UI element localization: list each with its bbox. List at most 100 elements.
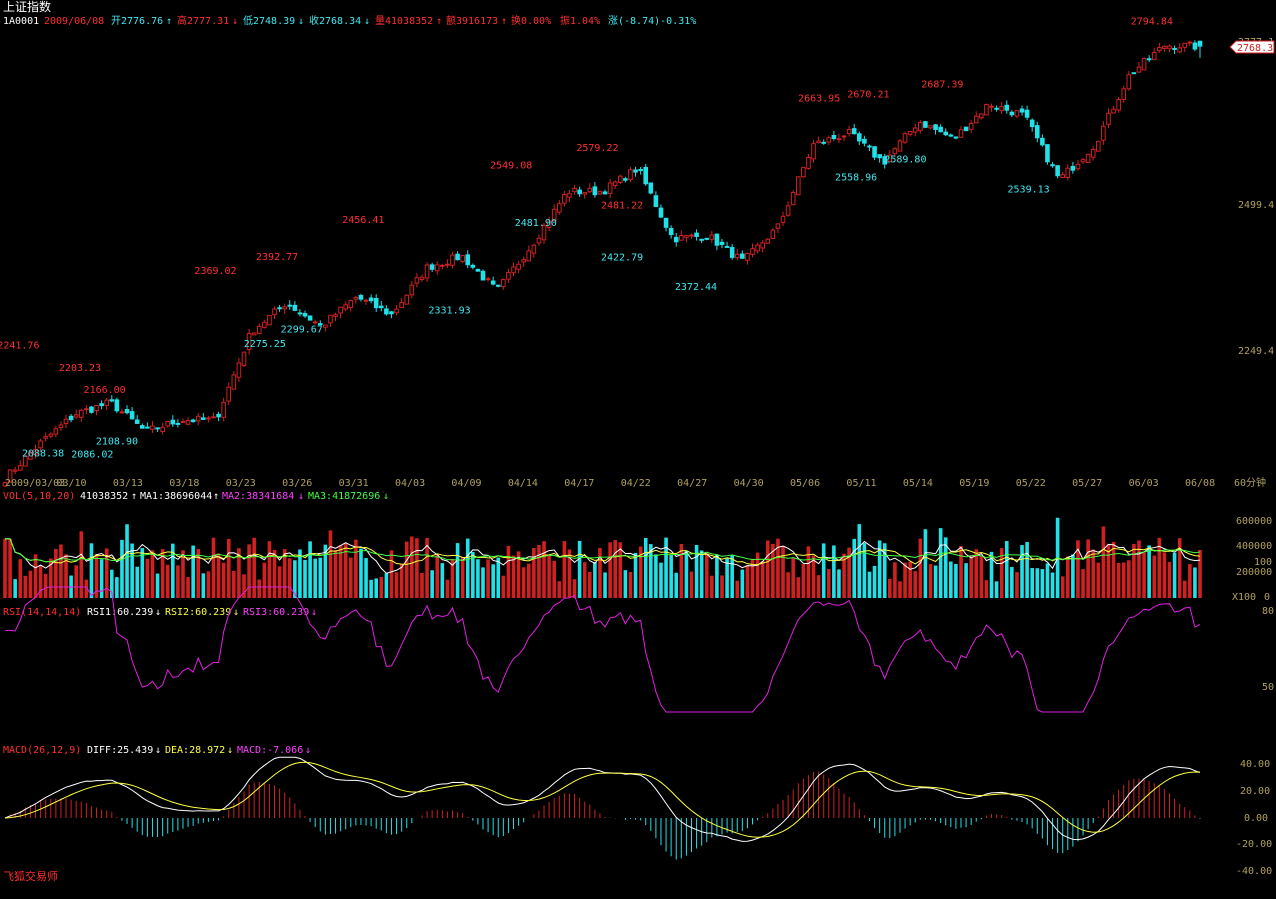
vol-ma1-arrow: ↑ — [213, 491, 219, 502]
candle-body — [404, 294, 410, 305]
candle-body — [1177, 47, 1182, 53]
volume-bar — [791, 557, 795, 598]
candle-body — [429, 264, 435, 270]
candle-body — [460, 255, 465, 262]
volume-bar — [1086, 539, 1090, 598]
candle-body — [1162, 45, 1167, 49]
vol-axis-label: 400000 — [1236, 541, 1272, 552]
rsi-axis-label: 50 — [1262, 682, 1274, 693]
trough-label: 2372.44 — [675, 282, 717, 293]
candle-body — [979, 113, 984, 119]
candle-body — [363, 299, 369, 302]
candle-body — [597, 191, 603, 195]
volume-bar — [735, 580, 740, 598]
candle-body — [612, 181, 618, 187]
volume-bar — [755, 552, 760, 598]
candle-body — [206, 417, 211, 420]
volume-bar — [160, 549, 165, 598]
volume-bar — [984, 580, 989, 598]
volume-bar — [1137, 540, 1141, 598]
volume-bar — [877, 540, 882, 598]
candle-body — [297, 312, 303, 315]
candle-body — [389, 311, 394, 315]
candle-body — [1197, 40, 1203, 47]
candle-body — [1004, 104, 1010, 111]
candle-body — [1014, 110, 1020, 117]
candle-body — [918, 121, 923, 132]
volume-bar — [806, 546, 811, 598]
vol-ma3-line — [4, 538, 1201, 563]
price-panel[interactable]: 2241.76 2203.23 2166.00 2369.02 2392.77 2456.… — [0, 17, 1203, 488]
macd-legend: MACD(26,12,9) DIFF:25.439 ↓ DEA:28.972 ↓… — [3, 745, 311, 756]
volume-bar — [526, 563, 531, 598]
candle-body — [1080, 159, 1086, 163]
volume-bar — [74, 565, 78, 598]
rsi-value-2-arrow: ↓ — [233, 607, 239, 618]
trough-label: 2299.67 — [281, 325, 323, 336]
volume-bar — [389, 550, 394, 598]
volume-bar — [862, 543, 867, 598]
volume-bar — [684, 550, 689, 598]
trough-label: 2088.38 — [22, 448, 64, 459]
volume-bar — [1101, 526, 1106, 598]
macd-panel[interactable] — [4, 756, 1201, 860]
volume-bar — [989, 551, 994, 598]
candle-body — [58, 424, 64, 428]
volume-panel[interactable] — [3, 517, 1202, 598]
candle-body — [729, 247, 735, 258]
candle-body — [480, 270, 486, 281]
candle-body — [272, 308, 277, 316]
volume-bar — [933, 565, 938, 598]
candle-body — [994, 107, 999, 110]
candle-body — [516, 263, 521, 270]
volume-bar — [618, 542, 623, 598]
volume-bar — [771, 543, 775, 598]
volume-bar — [694, 544, 699, 598]
volume-bar — [1182, 580, 1187, 598]
candle-body — [485, 278, 491, 281]
volume-bar — [567, 549, 572, 598]
volume-bar — [542, 541, 546, 598]
volume-bar — [313, 558, 317, 598]
rsi-legend: RSI(14,14,14) RSI1:60.239 ↓ RSI2:60.239 … — [3, 607, 317, 618]
candle-body — [48, 433, 54, 437]
candle-body — [562, 193, 567, 204]
volume-bar — [109, 569, 114, 598]
volume-bar — [781, 546, 785, 598]
volume-bar — [104, 548, 109, 598]
volume-bar — [720, 575, 724, 598]
date-tick-label: 06/03 — [1129, 478, 1159, 489]
trough-label: 2108.90 — [96, 436, 138, 447]
volume-bar — [399, 563, 404, 598]
volume-bar — [608, 542, 612, 598]
volume-bar — [252, 537, 256, 598]
rsi-panel[interactable] — [5, 586, 1201, 713]
date-tick-label: 05/27 — [1072, 478, 1102, 489]
volume-bar — [949, 561, 953, 598]
candle-body — [556, 203, 562, 213]
volume-bar — [786, 572, 790, 598]
vol-value: 41038352 — [80, 491, 128, 502]
candle-body — [755, 244, 760, 252]
volume-bar — [898, 581, 902, 598]
candle-body — [226, 386, 232, 402]
volume-bar — [247, 544, 251, 598]
volume-bar — [354, 539, 358, 598]
candle-body — [378, 305, 384, 309]
candle-body — [353, 296, 359, 300]
volume-bar — [750, 558, 755, 598]
candle-body — [84, 408, 89, 411]
macd-diff-arrow: ↓ — [155, 745, 161, 756]
candle-body — [673, 236, 679, 243]
candle-body — [943, 131, 949, 136]
date-tick-label: 05/11 — [846, 478, 876, 489]
candle-body — [750, 248, 755, 255]
volume-bar — [689, 571, 694, 598]
volume-bar — [857, 524, 862, 598]
volume-bar — [811, 555, 816, 598]
candle-body — [175, 422, 181, 425]
volume-bar — [94, 553, 99, 598]
candle-body — [1085, 153, 1091, 163]
volume-bar — [506, 545, 511, 598]
